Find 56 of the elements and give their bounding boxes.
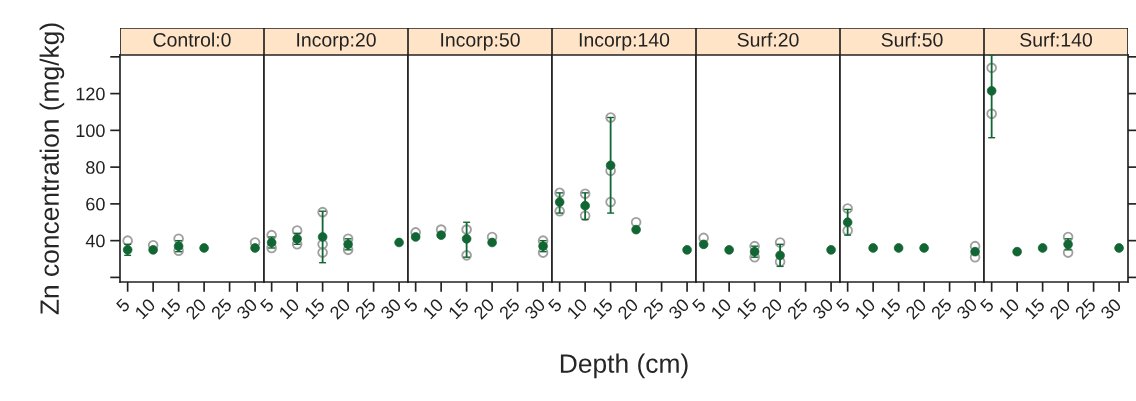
chart-title: Incorp:50	[441, 32, 520, 51]
x-tick-label: 30	[811, 297, 835, 320]
y-tick-label: 40	[85, 234, 105, 248]
x-tick-label: 15	[159, 297, 182, 320]
x-tick-label: 25	[786, 297, 809, 320]
x-tick-label: 25	[210, 297, 233, 320]
x-tick-label: 20	[184, 297, 208, 320]
x-tick-label: 20	[1048, 297, 1072, 320]
x-tick-label: 5	[115, 297, 131, 313]
x-tick-label: 25	[1074, 297, 1097, 320]
x-tick-label: 10	[854, 297, 877, 320]
x-tick-label: 30	[523, 297, 547, 320]
x-tick-label: 30	[235, 297, 259, 320]
x-tick-label: 30	[667, 297, 691, 320]
x-tick-label: 30	[955, 297, 979, 320]
y-tick-label: 100	[76, 124, 105, 138]
x-tick-label: 30	[379, 297, 403, 320]
y-axis-title: Zn concentration (mg/kg)	[39, 23, 65, 315]
x-tick-label: 15	[303, 297, 326, 320]
x-tick-label: 20	[904, 297, 928, 320]
x-tick-label: 20	[328, 297, 352, 320]
x-tick-label: 15	[735, 297, 758, 320]
y-tick-label: 80	[86, 161, 105, 174]
y-tick-label: 120	[76, 87, 105, 101]
x-tick-label: 10	[710, 297, 733, 320]
x-tick-label: 10	[998, 297, 1021, 320]
chart-title: Control:0	[153, 32, 231, 47]
x-tick-label: 20	[760, 297, 784, 320]
x-tick-label: 5	[547, 297, 563, 313]
x-tick-label: 20	[472, 297, 496, 320]
chart-title: Surf:20	[737, 32, 799, 47]
x-tick-label: 15	[879, 297, 902, 320]
x-tick-label: 15	[591, 297, 614, 320]
x-tick-label: 25	[354, 297, 377, 320]
chart-title: Incorp:140	[579, 32, 670, 51]
x-tick-label: 10	[566, 297, 589, 320]
x-tick-label: 25	[930, 297, 953, 320]
x-tick-label: 5	[691, 297, 707, 313]
x-tick-label: 5	[403, 297, 419, 313]
x-tick-label: 15	[447, 297, 470, 320]
x-tick-label: 5	[979, 297, 995, 313]
chart-title: Incorp:20	[297, 32, 376, 51]
x-tick-label: 10	[278, 297, 301, 320]
x-tick-label: 30	[1099, 297, 1123, 320]
x-tick-label: 10	[134, 297, 157, 320]
chart-title: Surf:50	[881, 32, 943, 47]
x-tick-label: 25	[642, 297, 665, 320]
x-tick-label: 20	[616, 297, 640, 320]
x-tick-label: 5	[259, 297, 275, 313]
x-tick-label: 15	[1023, 297, 1046, 320]
x-tick-label: 5	[835, 297, 851, 313]
y-tick-label: 60	[86, 197, 105, 211]
chart-title: Surf:140	[1020, 32, 1092, 47]
x-tick-label: 25	[498, 297, 521, 320]
x-tick-label: 10	[422, 297, 445, 320]
x-axis-title: Depth (cm)	[560, 353, 688, 379]
